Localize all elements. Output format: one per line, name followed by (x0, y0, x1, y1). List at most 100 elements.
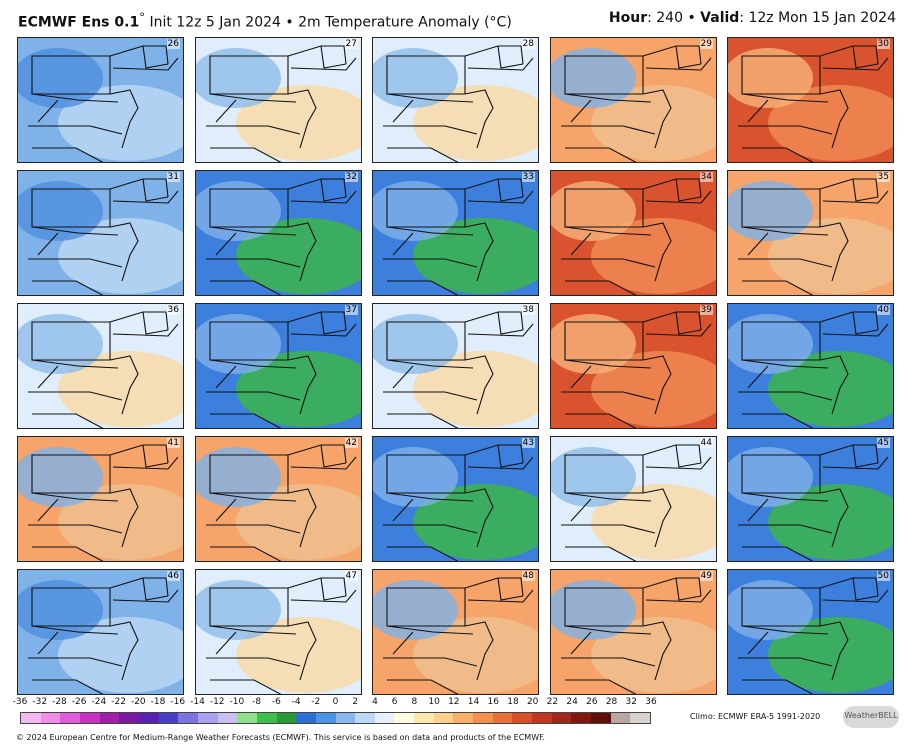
colorbar-swatch (315, 713, 336, 723)
colorbar-tick: -20 (130, 697, 146, 707)
member-number: 36 (166, 305, 180, 315)
anomaly-map (196, 437, 361, 561)
boundary-line (109, 222, 139, 282)
boundary-line (822, 57, 889, 71)
colorbar-tick: 24 (566, 697, 578, 707)
colorbar-swatch (296, 713, 316, 723)
degree-mark: ° (139, 10, 146, 24)
boundary-line (467, 456, 534, 470)
ensemble-member-panel: 49 (550, 569, 717, 695)
boundary-line (109, 355, 139, 415)
ensemble-member-panel: 45 (727, 436, 894, 562)
boundary-line (570, 631, 592, 655)
boundary-line (206, 258, 301, 268)
ensemble-member-panel: 34 (550, 170, 717, 296)
boundary-line (819, 621, 849, 681)
valid-label: Valid (700, 10, 740, 26)
boundary-line (287, 178, 347, 198)
boundary-line (464, 89, 494, 149)
boundary-line (287, 89, 317, 149)
boundary-line (287, 222, 317, 282)
colorbar-swatch (40, 713, 61, 723)
boundary-line (822, 589, 889, 603)
member-number: 38 (521, 305, 535, 315)
colorbar-tick: 26 (586, 697, 598, 707)
boundary-line (386, 359, 474, 369)
colorbar-tick: 28 (605, 697, 618, 707)
anomaly-blob (413, 484, 538, 560)
init-time: Init 12z 5 Jan 2024 (149, 14, 281, 31)
anomaly-map (373, 38, 538, 162)
boundary-line (31, 625, 119, 635)
boundary-line (209, 226, 297, 236)
member-number: 44 (699, 438, 713, 448)
anomaly-blob (58, 85, 183, 161)
copyright-footer: © 2024 European Centre for Medium-Range … (16, 733, 545, 742)
anomaly-blob (413, 351, 538, 427)
anomaly-blob (196, 181, 281, 241)
boundary-line (497, 311, 524, 335)
colorbar-swatch (178, 713, 198, 723)
colorbar-tick: -18 (150, 697, 166, 707)
logo-text: WeatherBELL (844, 711, 898, 720)
boundary-line (738, 125, 833, 135)
boundary-line (741, 226, 829, 236)
colorbar-tick: 6 (391, 697, 398, 707)
boundary-line (386, 492, 474, 502)
boundary-line (464, 355, 494, 415)
boundary-line (642, 45, 702, 65)
valid-time: Hour: 240 • Valid: 12z Mon 15 Jan 2024 (609, 10, 896, 26)
colorbar-tick: 22 (546, 697, 559, 707)
colorbar-tick: -26 (71, 697, 87, 707)
anomaly-blob (236, 218, 361, 294)
anomaly-map (18, 304, 183, 428)
boundary-line (570, 365, 592, 389)
boundary-line (210, 679, 282, 694)
boundary-line (742, 147, 814, 162)
boundary-line (642, 577, 702, 597)
ensemble-member-panel: 26 (17, 37, 184, 163)
boundary-line (209, 359, 297, 369)
boundary-line (32, 679, 104, 694)
member-number: 50 (876, 571, 890, 581)
boundary-line (387, 546, 459, 561)
anomaly-map (196, 570, 361, 694)
colorbar-tick: -10 (229, 697, 245, 707)
field-name: 2m Temperature Anomaly (°C) (298, 14, 512, 31)
boundary-line (565, 546, 637, 561)
boundary-line (741, 93, 829, 103)
colorbar-tick: -14 (190, 697, 205, 707)
anomaly-blob (591, 351, 716, 427)
anomaly-map (373, 304, 538, 428)
anomaly-map (18, 437, 183, 561)
colorbar-tick: 20 (526, 697, 539, 707)
anomaly-blob (591, 617, 716, 693)
boundary-line (383, 391, 478, 401)
boundary-line (642, 222, 672, 282)
ensemble-member-panel: 36 (17, 303, 184, 429)
boundary-line (206, 125, 301, 135)
colorbar-swatch (276, 713, 297, 723)
boundary-line (37, 365, 59, 389)
anomaly-map (18, 38, 183, 162)
boundary-line (747, 498, 769, 522)
boundary-line (28, 657, 123, 667)
anomaly-blob (58, 617, 183, 693)
header: ECMWF Ens 0.1° Init 12z 5 Jan 2024 • 2m … (0, 0, 913, 34)
boundary-line (37, 232, 59, 256)
anomaly-blob (591, 484, 716, 560)
boundary-line (564, 625, 652, 635)
boundary-line (852, 178, 879, 202)
member-number: 40 (876, 305, 890, 315)
colorbar-swatch (453, 713, 474, 723)
anomaly-blob (373, 48, 458, 108)
boundary-line (31, 359, 119, 369)
boundary-line (386, 226, 474, 236)
boundary-line (109, 444, 169, 464)
boundary-line (28, 524, 123, 534)
boundary-line (32, 546, 104, 561)
boundary-line (738, 258, 833, 268)
colorbar-swatch (237, 713, 257, 723)
boundary-line (819, 577, 879, 597)
boundary-line (109, 178, 169, 198)
